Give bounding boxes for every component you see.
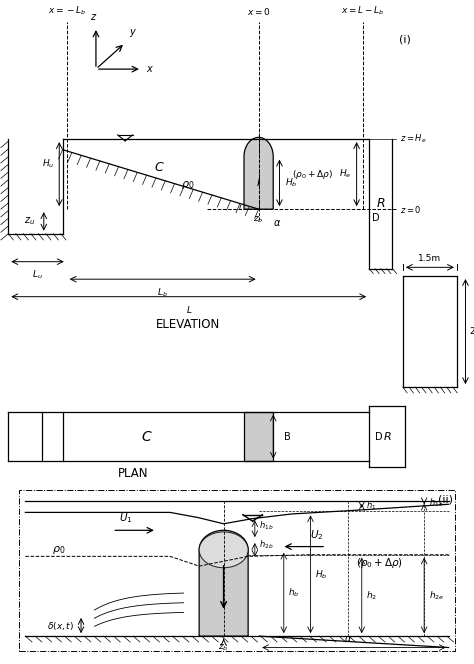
Text: D: D	[375, 432, 383, 442]
Text: $\alpha$: $\alpha$	[344, 633, 353, 643]
Text: $\delta(x,t)$: $\delta(x,t)$	[47, 620, 74, 631]
Text: 2m: 2m	[470, 327, 474, 336]
Text: $H_b$: $H_b$	[285, 177, 297, 189]
Text: $h_{2e}$: $h_{2e}$	[428, 589, 444, 602]
Text: $H_u$: $H_u$	[42, 157, 54, 170]
Text: $x = 0$: $x = 0$	[247, 5, 271, 17]
Text: B: B	[283, 432, 291, 442]
Text: $z = 0$: $z = 0$	[401, 204, 422, 214]
Text: R: R	[376, 197, 385, 210]
Text: $z_b$: $z_b$	[254, 214, 264, 225]
Text: $h_{1e}$: $h_{1e}$	[428, 497, 443, 509]
Text: C: C	[154, 161, 163, 174]
Text: $(\rho_0 + \Delta\rho)$: $(\rho_0 + \Delta\rho)$	[292, 167, 333, 181]
Text: $U_2$: $U_2$	[310, 528, 324, 542]
Text: (i): (i)	[399, 34, 411, 44]
Text: $h_{1b}$: $h_{1b}$	[259, 519, 274, 532]
Text: $z_b$: $z_b$	[219, 643, 229, 653]
Text: $x$: $x$	[146, 64, 154, 74]
Circle shape	[199, 532, 248, 568]
Text: PLAN: PLAN	[118, 467, 149, 480]
Text: $\alpha$: $\alpha$	[273, 218, 282, 228]
Text: (ii): (ii)	[438, 495, 453, 505]
Text: $y$: $y$	[129, 27, 137, 39]
Text: $L_u$: $L_u$	[32, 269, 43, 281]
Text: $x = L - L_b$: $x = L - L_b$	[341, 4, 384, 17]
Text: $\rho_0$: $\rho_0$	[181, 179, 194, 191]
Text: $z$: $z$	[90, 12, 98, 22]
Text: $L$: $L$	[185, 303, 192, 315]
Polygon shape	[199, 531, 248, 636]
Text: R: R	[383, 432, 391, 442]
Text: C: C	[141, 430, 151, 444]
Polygon shape	[244, 137, 273, 209]
Text: $(\rho_0 + \Delta\rho)$: $(\rho_0 + \Delta\rho)$	[356, 556, 403, 570]
Text: $h_2$: $h_2$	[366, 589, 377, 602]
Text: $h_1$: $h_1$	[366, 499, 377, 512]
Text: $z = H_e$: $z = H_e$	[401, 133, 427, 145]
Text: ELEVATION: ELEVATION	[155, 318, 220, 331]
Bar	[244, 412, 273, 461]
Text: $L_b$: $L_b$	[157, 286, 168, 299]
Text: $U_1$: $U_1$	[119, 512, 132, 525]
Text: $\rho_0$: $\rho_0$	[52, 544, 65, 556]
Text: I: I	[257, 178, 260, 188]
Text: $H_e$: $H_e$	[339, 168, 351, 181]
Text: $h_{2b}$: $h_{2b}$	[259, 539, 274, 551]
Text: D: D	[373, 212, 380, 222]
Text: $z_u$: $z_u$	[24, 216, 36, 227]
Text: $x = -L_b$: $x = -L_b$	[47, 4, 86, 17]
Text: 1.5m: 1.5m	[419, 254, 441, 263]
Text: $H_b$: $H_b$	[315, 568, 328, 580]
Text: $h_b$: $h_b$	[288, 587, 300, 599]
